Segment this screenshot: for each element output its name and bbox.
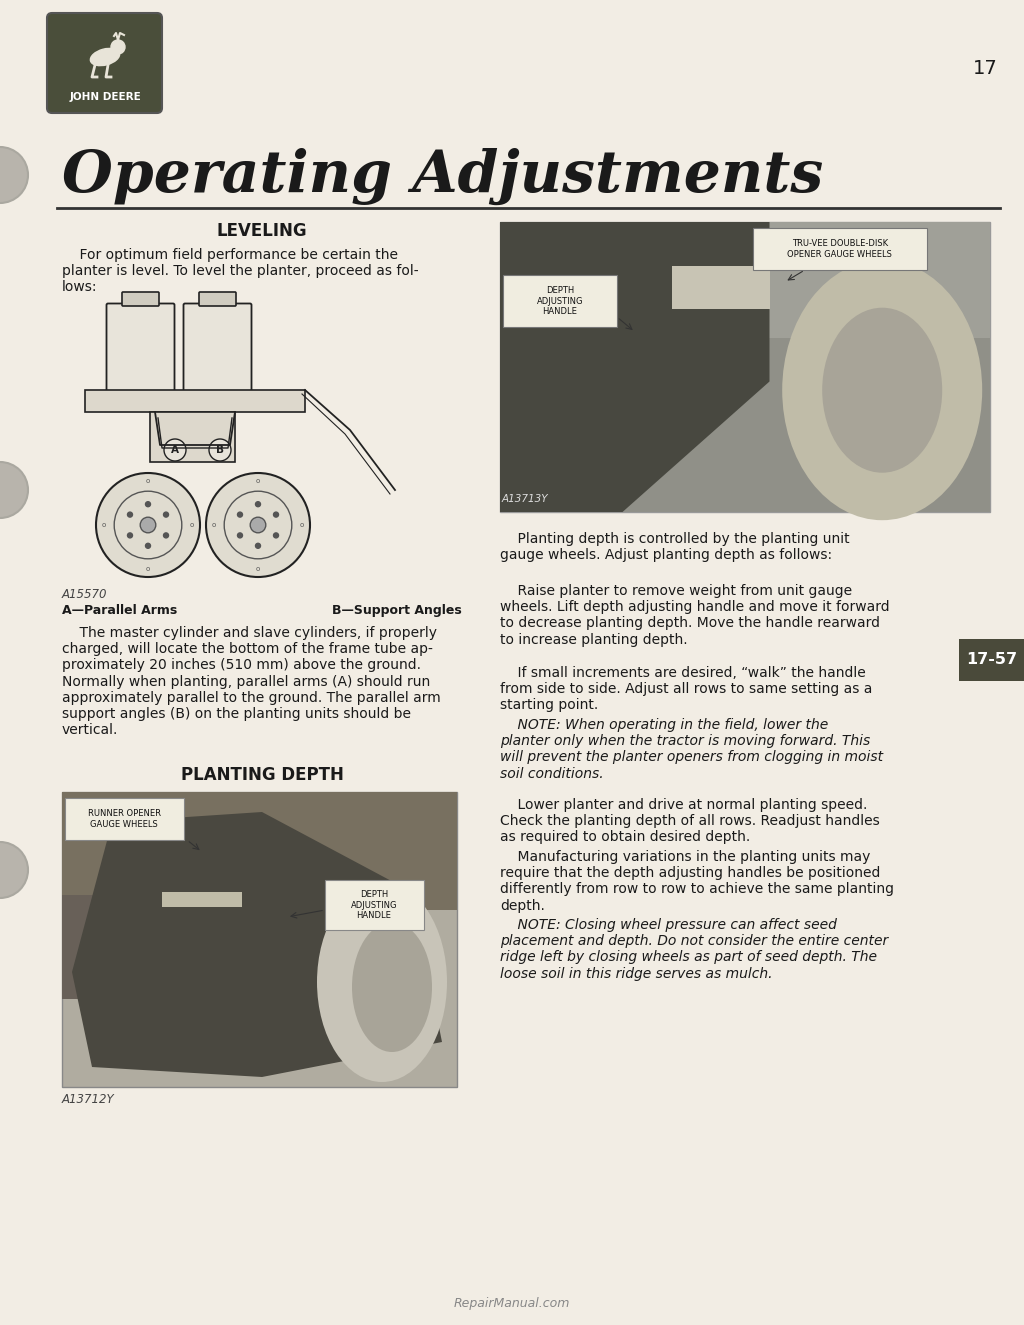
Bar [500, 223, 990, 367]
FancyBboxPatch shape [65, 798, 184, 840]
Circle shape [127, 511, 132, 517]
Text: A13712Y: A13712Y [62, 1093, 115, 1106]
Text: RUNNER OPENER
GAUGE WHEELS: RUNNER OPENER GAUGE WHEELS [87, 810, 161, 828]
Bar [959, 639, 1024, 681]
Circle shape [0, 462, 28, 518]
Circle shape [273, 533, 279, 538]
Circle shape [164, 439, 186, 461]
Circle shape [209, 439, 231, 461]
FancyBboxPatch shape [122, 292, 159, 306]
Circle shape [256, 502, 260, 506]
FancyBboxPatch shape [183, 303, 252, 391]
Text: A—Parallel Arms: A—Parallel Arms [62, 604, 177, 617]
Ellipse shape [90, 48, 120, 66]
Bar [62, 299, 462, 580]
Bar [162, 892, 242, 908]
Circle shape [256, 543, 260, 549]
FancyBboxPatch shape [106, 303, 174, 391]
Circle shape [0, 841, 28, 898]
Text: RepairManual.com: RepairManual.com [454, 1297, 570, 1310]
Circle shape [96, 473, 200, 576]
Circle shape [127, 533, 132, 538]
Circle shape [164, 511, 169, 517]
Text: B: B [216, 445, 224, 454]
Text: DEPTH
ADJUSTING
HANDLE: DEPTH ADJUSTING HANDLE [351, 890, 397, 920]
Text: JOHN DEERE: JOHN DEERE [70, 91, 141, 102]
Text: 17-57: 17-57 [966, 652, 1017, 668]
Text: o: o [212, 522, 216, 527]
Ellipse shape [317, 882, 447, 1083]
Text: The master cylinder and slave cylinders, if properly
charged, will locate the bo: The master cylinder and slave cylinders,… [62, 625, 440, 737]
Text: 17: 17 [973, 58, 997, 77]
FancyBboxPatch shape [753, 228, 927, 270]
Circle shape [145, 543, 151, 549]
FancyBboxPatch shape [325, 880, 424, 930]
Text: o: o [145, 478, 151, 484]
Circle shape [145, 502, 151, 506]
Text: o: o [101, 522, 105, 527]
Ellipse shape [352, 922, 432, 1052]
Text: o: o [145, 566, 151, 572]
FancyBboxPatch shape [503, 276, 617, 327]
Bar [672, 265, 769, 309]
Polygon shape [72, 812, 442, 1077]
Text: NOTE: When operating in the field, lower the
planter only when the tractor is mo: NOTE: When operating in the field, lower… [500, 718, 883, 780]
Text: B—Support Angles: B—Support Angles [332, 604, 462, 617]
Bar [85, 390, 305, 412]
Bar [62, 792, 457, 1086]
Text: If small increments are desired, “walk” the handle
from side to side. Adjust all: If small increments are desired, “walk” … [500, 666, 872, 713]
Text: NOTE: Closing wheel pressure can affect seed
placement and depth. Do not conside: NOTE: Closing wheel pressure can affect … [500, 918, 888, 980]
Text: Manufacturing variations in the planting units may
require that the depth adjust: Manufacturing variations in the planting… [500, 851, 894, 913]
FancyBboxPatch shape [150, 412, 234, 462]
Circle shape [140, 517, 156, 533]
Text: o: o [256, 478, 260, 484]
Text: Lower planter and drive at normal planting speed.
Check the planting depth of al: Lower planter and drive at normal planti… [500, 798, 880, 844]
Circle shape [238, 511, 243, 517]
Text: Operating Adjustments: Operating Adjustments [62, 148, 823, 205]
Text: A: A [171, 445, 179, 454]
Text: TRU-VEE DOUBLE-DISK
OPENER GAUGE WHEELS: TRU-VEE DOUBLE-DISK OPENER GAUGE WHEELS [787, 240, 892, 258]
Text: For optimum field performance be certain the
planter is level. To level the plan: For optimum field performance be certain… [62, 248, 419, 294]
FancyBboxPatch shape [199, 292, 236, 306]
Bar [62, 896, 259, 999]
Circle shape [164, 533, 169, 538]
Circle shape [238, 533, 243, 538]
FancyBboxPatch shape [47, 13, 162, 113]
Polygon shape [500, 223, 769, 511]
Text: LEVELING: LEVELING [217, 223, 307, 240]
Circle shape [250, 517, 266, 533]
Circle shape [206, 473, 310, 576]
Circle shape [273, 511, 279, 517]
Text: Raise planter to remove weight from unit gauge
wheels. Lift depth adjusting hand: Raise planter to remove weight from unit… [500, 584, 890, 647]
Circle shape [111, 40, 125, 54]
Ellipse shape [782, 260, 982, 521]
Text: DEPTH
ADJUSTING
HANDLE: DEPTH ADJUSTING HANDLE [537, 286, 584, 315]
Bar [62, 792, 457, 910]
Ellipse shape [822, 307, 942, 473]
Text: PLANTING DEPTH: PLANTING DEPTH [180, 766, 343, 784]
Text: A15570: A15570 [62, 588, 108, 602]
Bar [500, 223, 990, 511]
Text: o: o [190, 522, 195, 527]
Text: o: o [300, 522, 304, 527]
Circle shape [0, 147, 28, 203]
Text: o: o [256, 566, 260, 572]
Text: A13713Y: A13713Y [502, 494, 549, 504]
Bar [500, 338, 990, 511]
Text: Planting depth is controlled by the planting unit
gauge wheels. Adjust planting : Planting depth is controlled by the plan… [500, 533, 850, 562]
